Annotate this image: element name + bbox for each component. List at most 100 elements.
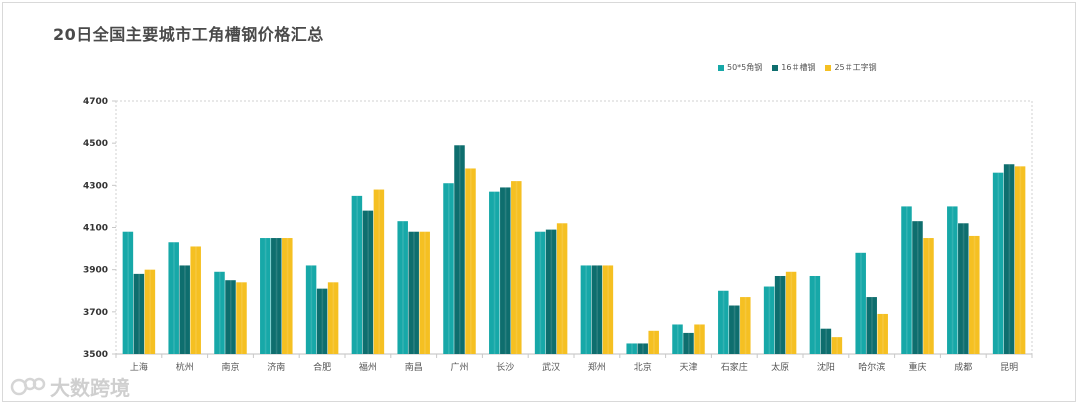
y-tick-label: 4700	[83, 97, 108, 107]
x-tick-label: 武汉	[542, 361, 560, 373]
bar	[602, 265, 614, 354]
legend-label-angle: 50*5角钢	[727, 63, 763, 72]
bar-highlight	[515, 181, 518, 354]
y-tick-label: 4500	[83, 139, 108, 149]
bar	[855, 252, 866, 354]
bar	[327, 282, 339, 354]
bar	[454, 145, 465, 354]
bar	[500, 187, 511, 354]
bar-highlight	[550, 229, 553, 354]
bar-highlight	[240, 282, 243, 354]
bar-highlight	[871, 297, 873, 354]
bar	[809, 275, 821, 354]
x-tick-label: 成都	[954, 361, 972, 373]
bar-highlight	[997, 172, 1000, 354]
bar	[923, 238, 934, 354]
bar-highlight	[218, 271, 221, 354]
bar-highlight	[585, 265, 587, 354]
bar-highlight	[367, 210, 369, 354]
bar	[214, 271, 225, 354]
bar-highlight	[1019, 166, 1022, 354]
bar-highlight	[195, 246, 197, 354]
bar	[362, 210, 374, 354]
bar-highlight	[916, 221, 919, 354]
legend-item-ibeam: 25＃工字钢	[825, 62, 877, 73]
bar	[866, 297, 877, 354]
bar	[718, 290, 729, 354]
bar-highlight	[596, 265, 598, 354]
x-tick-label: 哈尔滨	[858, 361, 885, 373]
bar-highlight	[814, 275, 816, 354]
x-tick-label: 合肥	[313, 361, 331, 373]
bar-highlight	[744, 297, 747, 354]
bar-highlight	[493, 191, 496, 354]
bar-highlight	[927, 238, 930, 354]
bar-highlight	[424, 231, 426, 354]
bar-highlight	[264, 238, 267, 354]
bar-highlight	[768, 286, 771, 354]
bar	[511, 181, 522, 354]
bar	[901, 206, 912, 354]
bar-highlight	[962, 223, 965, 354]
bar-highlight	[607, 265, 609, 354]
bar	[648, 330, 659, 354]
bar	[785, 271, 797, 354]
bar	[122, 231, 134, 354]
chart-title: 20日全国主要城市工角槽钢价格汇总	[53, 25, 324, 44]
bar-highlight	[184, 265, 186, 354]
bar	[190, 246, 201, 354]
bar	[443, 183, 454, 354]
bar-highlight	[138, 273, 140, 354]
x-tick-label: 郑州	[588, 361, 606, 373]
bar	[351, 195, 363, 354]
bar-highlight	[561, 223, 564, 354]
bar-highlight	[149, 269, 151, 354]
plot-area-border	[115, 100, 1033, 355]
legend-swatch-ibeam	[825, 64, 832, 71]
x-tick-label: 南京	[221, 361, 239, 373]
x-tick-label: 北京	[634, 361, 652, 373]
bar	[958, 223, 969, 354]
bar-highlight	[733, 305, 736, 354]
bar-highlight	[413, 231, 415, 354]
bar	[763, 286, 775, 354]
bar-highlight	[722, 290, 725, 354]
bar	[877, 313, 888, 354]
bar-highlight	[779, 275, 782, 354]
x-tick-label: 昆明	[1000, 362, 1018, 373]
bar	[556, 223, 568, 354]
watermark-text: 大数跨境	[50, 376, 130, 400]
bar-highlight	[882, 313, 884, 354]
bar-highlight	[836, 337, 838, 354]
legend-swatch-channel	[772, 64, 779, 71]
bar	[672, 324, 683, 354]
bar-highlight	[321, 288, 324, 354]
bar	[545, 229, 557, 354]
bar	[179, 265, 190, 354]
bar-highlight	[447, 183, 450, 354]
bar-highlight	[378, 189, 380, 354]
bar	[489, 191, 500, 354]
bar-highlight	[825, 328, 827, 354]
x-tick-label: 福州	[359, 361, 377, 373]
bar	[1014, 166, 1026, 354]
bar-highlight	[458, 145, 461, 354]
bar	[534, 231, 546, 354]
bar	[683, 332, 694, 354]
legend-swatch-angle	[718, 64, 724, 71]
y-tick-label: 3700	[83, 308, 108, 318]
x-tick-label: 长沙	[496, 361, 514, 373]
bar	[408, 231, 419, 354]
bar	[820, 328, 832, 354]
bar	[1003, 164, 1015, 354]
bar-highlight	[951, 206, 954, 354]
bar-highlight	[229, 280, 232, 354]
bar-highlight	[504, 187, 507, 354]
bar-highlight	[631, 343, 633, 354]
x-tick-label: 重庆	[908, 361, 926, 373]
bar-highlight	[402, 221, 404, 354]
bar	[626, 343, 637, 354]
bar-highlight	[310, 265, 313, 354]
bar	[831, 337, 843, 354]
